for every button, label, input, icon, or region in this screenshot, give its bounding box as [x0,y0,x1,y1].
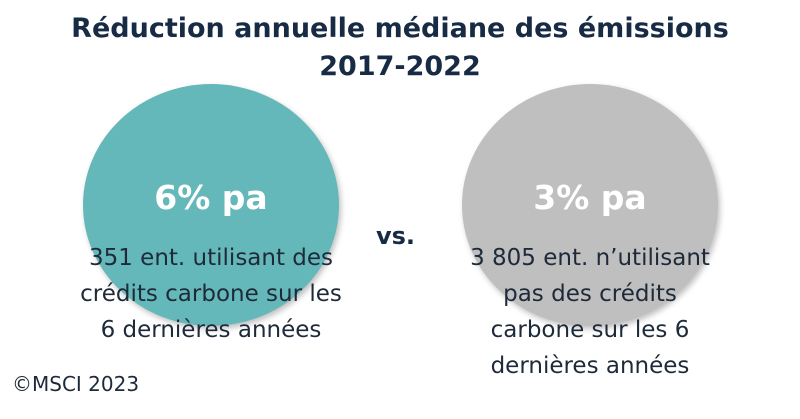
right-description: 3 805 ent. n’utilisant pas des crédits c… [425,240,755,384]
desc-line: 351 ent. utilisant des [88,245,334,271]
desc-line: 6 dernières années [100,317,322,343]
desc-line: 3 805 ent. n’utilisant [470,245,710,271]
left-circle [83,84,339,326]
desc-line: carbone sur les 6 [490,317,690,343]
right-value: 3% pa [533,178,647,217]
title-line-1: Réduction annuelle médiane des émissions [71,13,729,44]
versus-label: vs. [376,222,416,250]
right-circle [462,84,718,326]
copyright: ©MSCI 2023 [12,372,140,396]
page-title: Réduction annuelle médiane des émissions… [0,10,800,86]
title-line-2: 2017-2022 [319,51,481,82]
desc-line: crédits carbone sur les [80,281,342,307]
left-description: 351 ent. utilisant des crédits carbone s… [46,240,376,348]
desc-line: pas des crédits [503,281,677,307]
left-value: 6% pa [154,178,268,217]
desc-line: dernières années [490,353,690,379]
